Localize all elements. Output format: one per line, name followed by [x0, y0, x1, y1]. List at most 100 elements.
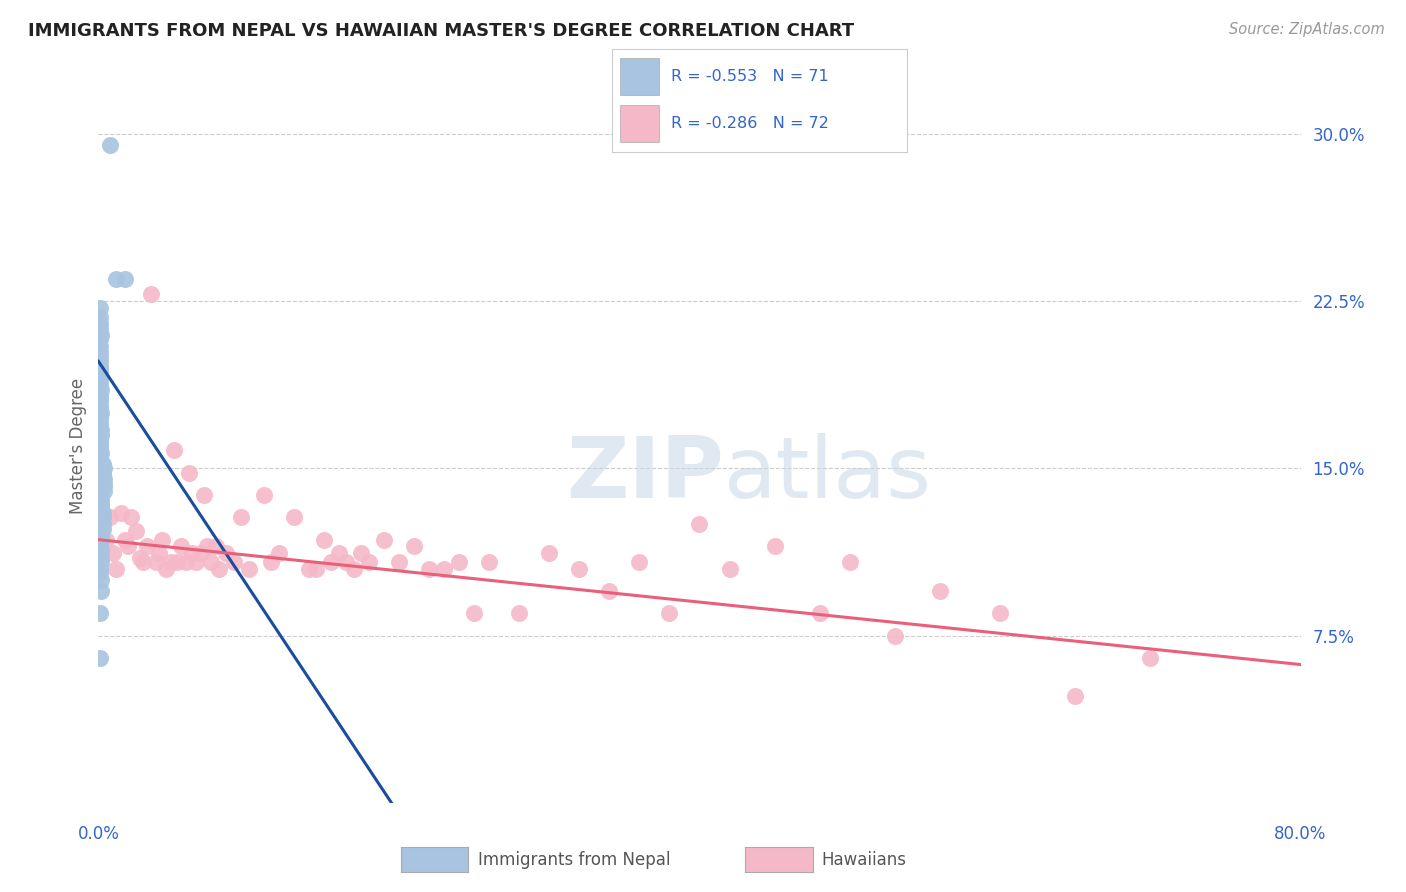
Point — [135, 539, 157, 553]
Point — [808, 607, 831, 621]
Point — [988, 607, 1011, 621]
Point — [132, 555, 155, 569]
Point — [508, 607, 530, 621]
Point — [90, 494, 112, 508]
Point — [260, 555, 283, 569]
Point — [200, 555, 222, 569]
Point — [89, 320, 111, 334]
Point — [90, 490, 112, 504]
Point — [166, 555, 188, 569]
Point — [267, 546, 290, 560]
Point — [929, 583, 952, 598]
Point — [305, 562, 328, 576]
Point — [174, 555, 197, 569]
Point — [204, 539, 226, 553]
Point — [89, 359, 111, 373]
Point — [93, 483, 115, 498]
Point — [100, 510, 122, 524]
Point — [433, 562, 456, 576]
Point — [883, 628, 905, 642]
Point — [90, 501, 112, 516]
Point — [718, 562, 741, 576]
Point — [447, 555, 470, 569]
Point — [418, 562, 440, 576]
Point — [89, 372, 111, 386]
Point — [89, 401, 111, 416]
Point — [1139, 651, 1161, 665]
Point — [105, 271, 128, 285]
Text: 80.0%: 80.0% — [1274, 825, 1327, 843]
Point — [89, 439, 111, 453]
Point — [350, 546, 373, 560]
Point — [148, 546, 170, 560]
Point — [478, 555, 501, 569]
Point — [145, 555, 167, 569]
Text: ZIP: ZIP — [565, 433, 724, 516]
Point — [114, 271, 136, 285]
Point — [125, 524, 148, 538]
Point — [117, 539, 139, 553]
Point — [90, 512, 112, 526]
Point — [89, 607, 111, 621]
Point — [90, 583, 112, 598]
Point — [89, 562, 111, 576]
Point — [312, 533, 335, 547]
Point — [328, 546, 350, 560]
Point — [89, 338, 111, 352]
Point — [90, 533, 112, 547]
Point — [89, 421, 111, 435]
Point — [89, 412, 111, 426]
Point — [195, 539, 218, 553]
Point — [91, 457, 114, 471]
Point — [150, 533, 173, 547]
Point — [89, 301, 111, 315]
Point — [763, 539, 786, 553]
Point — [568, 562, 591, 576]
Point — [89, 651, 111, 665]
Point — [89, 345, 111, 359]
Y-axis label: Master's Degree: Master's Degree — [69, 378, 87, 514]
Point — [114, 533, 136, 547]
Point — [90, 424, 112, 438]
Point — [89, 310, 111, 324]
Point — [283, 510, 305, 524]
Point — [110, 506, 132, 520]
Point — [129, 550, 152, 565]
Point — [89, 325, 111, 339]
Point — [93, 476, 115, 491]
Point — [89, 376, 111, 391]
Bar — [620, 58, 659, 95]
Point — [658, 607, 681, 621]
Point — [838, 555, 860, 569]
Text: atlas: atlas — [724, 433, 932, 516]
Point — [253, 488, 276, 502]
Point — [162, 443, 184, 458]
Text: IMMIGRANTS FROM NEPAL VS HAWAIIAN MASTER'S DEGREE CORRELATION CHART: IMMIGRANTS FROM NEPAL VS HAWAIIAN MASTER… — [28, 22, 855, 40]
Point — [89, 332, 111, 346]
Point — [89, 360, 111, 375]
Point — [373, 533, 395, 547]
Bar — [620, 105, 659, 143]
Point — [238, 562, 260, 576]
Point — [89, 455, 111, 469]
Point — [91, 517, 114, 532]
Point — [94, 533, 117, 547]
Point — [90, 384, 112, 398]
Point — [215, 546, 238, 560]
Point — [89, 350, 111, 364]
Point — [89, 366, 111, 380]
Point — [91, 467, 114, 482]
Point — [90, 573, 112, 587]
Point — [91, 510, 114, 524]
Point — [89, 354, 111, 368]
Point — [90, 524, 112, 538]
Point — [190, 546, 212, 560]
Point — [180, 546, 202, 560]
Point — [89, 417, 111, 431]
Point — [93, 479, 115, 493]
Point — [402, 539, 425, 553]
Point — [89, 399, 111, 413]
Point — [93, 473, 115, 487]
Point — [177, 466, 200, 480]
Point — [298, 562, 321, 576]
